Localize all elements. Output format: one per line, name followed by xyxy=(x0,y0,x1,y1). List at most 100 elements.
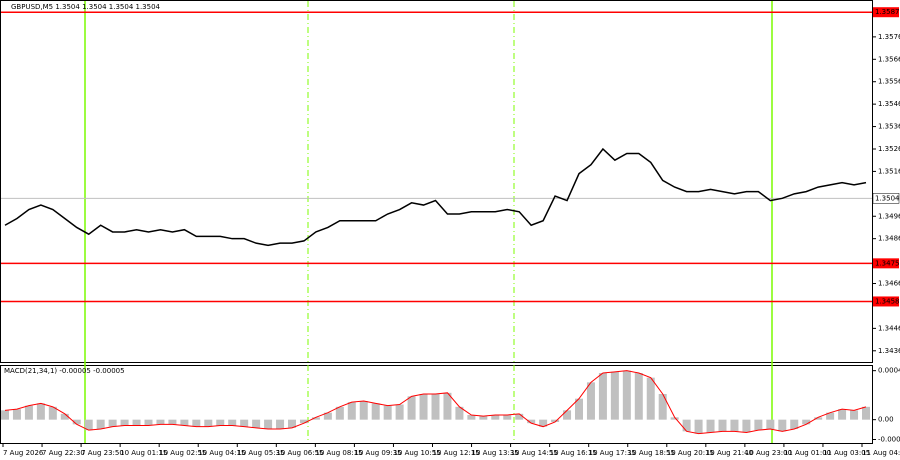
x-tick-label: 10 Aug 21:40 xyxy=(706,449,753,457)
macd-bar xyxy=(60,413,69,420)
macd-bar xyxy=(706,419,715,433)
x-tick-label: 10 Aug 08:15 xyxy=(315,449,362,457)
macd-bar xyxy=(658,394,667,420)
macd-bar xyxy=(264,419,273,429)
macd-bar xyxy=(682,419,691,432)
macd-bar xyxy=(359,401,368,420)
level-label: 1.3458 xyxy=(875,297,900,305)
macd-bar xyxy=(814,417,823,420)
level-tag xyxy=(873,7,899,18)
macd-bar xyxy=(347,402,356,420)
x-tick-label: 10 Aug 20:15 xyxy=(667,449,714,457)
macd-bar xyxy=(778,419,787,432)
macd-bar xyxy=(108,419,117,427)
x-tick-label: 7 Aug 2026 xyxy=(3,449,44,457)
macd-bar xyxy=(802,419,811,425)
x-tick-label: 10 Aug 12:15 xyxy=(433,449,480,457)
macd-bar xyxy=(204,419,213,427)
macd-bar xyxy=(395,404,404,420)
macd-bar xyxy=(144,419,153,426)
x-tick-label: 10 Aug 09:35 xyxy=(354,449,401,457)
macd-bar xyxy=(491,415,500,420)
y-tick-label: 1.3546 xyxy=(878,100,900,108)
x-tick-label: 7 Aug 22:30 xyxy=(42,449,85,457)
macd-bar xyxy=(132,419,141,426)
macd-bar xyxy=(1,410,9,420)
x-tick-label: 10 Aug 18:55 xyxy=(628,449,675,457)
macd-bar xyxy=(24,405,33,420)
macd-bar xyxy=(371,403,380,420)
macd-bar xyxy=(419,394,428,420)
y-tick-label: 1.3566 xyxy=(878,55,900,63)
macd-bar xyxy=(36,403,45,420)
macd-bar xyxy=(622,370,631,420)
x-tick-label: 7 Aug 23:50 xyxy=(81,449,124,457)
y-tick-label: 1.3466 xyxy=(878,280,900,288)
last-price-tag xyxy=(872,193,900,204)
macd-bar xyxy=(527,419,536,424)
x-tick-label: 11 Aug 01:00 xyxy=(784,449,831,457)
y-tick-label: 1.3486 xyxy=(878,235,900,243)
macd-bar xyxy=(766,419,775,429)
macd-bar xyxy=(12,409,21,420)
macd-bar xyxy=(407,396,416,420)
macd-bar xyxy=(610,371,619,420)
macd-bar xyxy=(850,410,859,420)
y-tick-label: 1.3556 xyxy=(878,78,900,86)
x-tick-label: 10 Aug 10:55 xyxy=(393,449,440,457)
macd-bar xyxy=(323,412,332,420)
macd-bar xyxy=(168,419,177,425)
macd-bar xyxy=(72,419,81,425)
level-label: 1.3475 xyxy=(875,259,900,267)
macd-bar xyxy=(575,398,583,420)
macd-bar xyxy=(228,419,237,426)
y-tick-label: 1.3436 xyxy=(878,347,900,355)
y-tick-label: 1.3576 xyxy=(878,33,900,41)
macd-bar xyxy=(216,419,225,426)
macd-bar xyxy=(754,419,763,431)
macd-tick-label: 0.00042 xyxy=(878,367,900,375)
macd-bar xyxy=(862,406,870,420)
level-tag xyxy=(873,296,899,307)
macd-bar xyxy=(431,394,440,420)
x-tick-label: 11 Aug 03:05 xyxy=(823,449,870,457)
macd-bar xyxy=(551,419,560,422)
x-tick-label: 10 Aug 01:15 xyxy=(120,449,167,457)
y-tick-label: 1.3516 xyxy=(878,167,900,175)
macd-bar xyxy=(563,410,572,420)
macd-title: MACD(21,34,1) -0.00005 -0.00005 xyxy=(4,367,125,375)
macd-bar xyxy=(826,412,835,420)
macd-bar xyxy=(240,419,249,427)
macd-bar xyxy=(455,406,464,420)
macd-bar xyxy=(838,409,847,420)
x-tick-label: 10 Aug 23:00 xyxy=(745,449,792,457)
macd-tick-label: -0.00017 xyxy=(878,436,900,444)
x-tick-label: 10 Aug 17:35 xyxy=(589,449,636,457)
price-line xyxy=(4,147,867,247)
x-tick-label: 10 Aug 16:15 xyxy=(550,449,597,457)
macd-bar xyxy=(670,417,679,420)
macd-bar xyxy=(598,373,607,420)
macd-bar xyxy=(84,419,93,431)
x-tick-label: 10 Aug 04:15 xyxy=(198,449,245,457)
macd-bar xyxy=(96,419,105,429)
level-label: 1.3587 xyxy=(875,8,900,16)
macd-bar xyxy=(742,419,751,433)
macd-bar xyxy=(646,377,655,420)
macd-bar xyxy=(503,415,512,420)
y-tick-label: 1.3496 xyxy=(878,212,900,220)
chart-title: GBPUSD,M5 1.3504 1.3504 1.3504 1.3504 xyxy=(11,3,161,11)
macd-bar xyxy=(539,419,548,427)
x-tick-label: 11 Aug 04:30 xyxy=(862,449,900,457)
macd-bar xyxy=(515,413,524,420)
y-tick-label: 1.3526 xyxy=(878,145,900,153)
x-tick-label: 10 Aug 06:55 xyxy=(276,449,323,457)
macd-bar xyxy=(335,406,344,420)
macd-bar xyxy=(634,373,643,420)
macd-bar xyxy=(694,419,703,434)
macd-bar xyxy=(730,419,739,432)
macd-bar xyxy=(443,392,452,420)
macd-bar xyxy=(790,419,799,429)
macd-tick-label: 0.00 xyxy=(878,416,894,424)
